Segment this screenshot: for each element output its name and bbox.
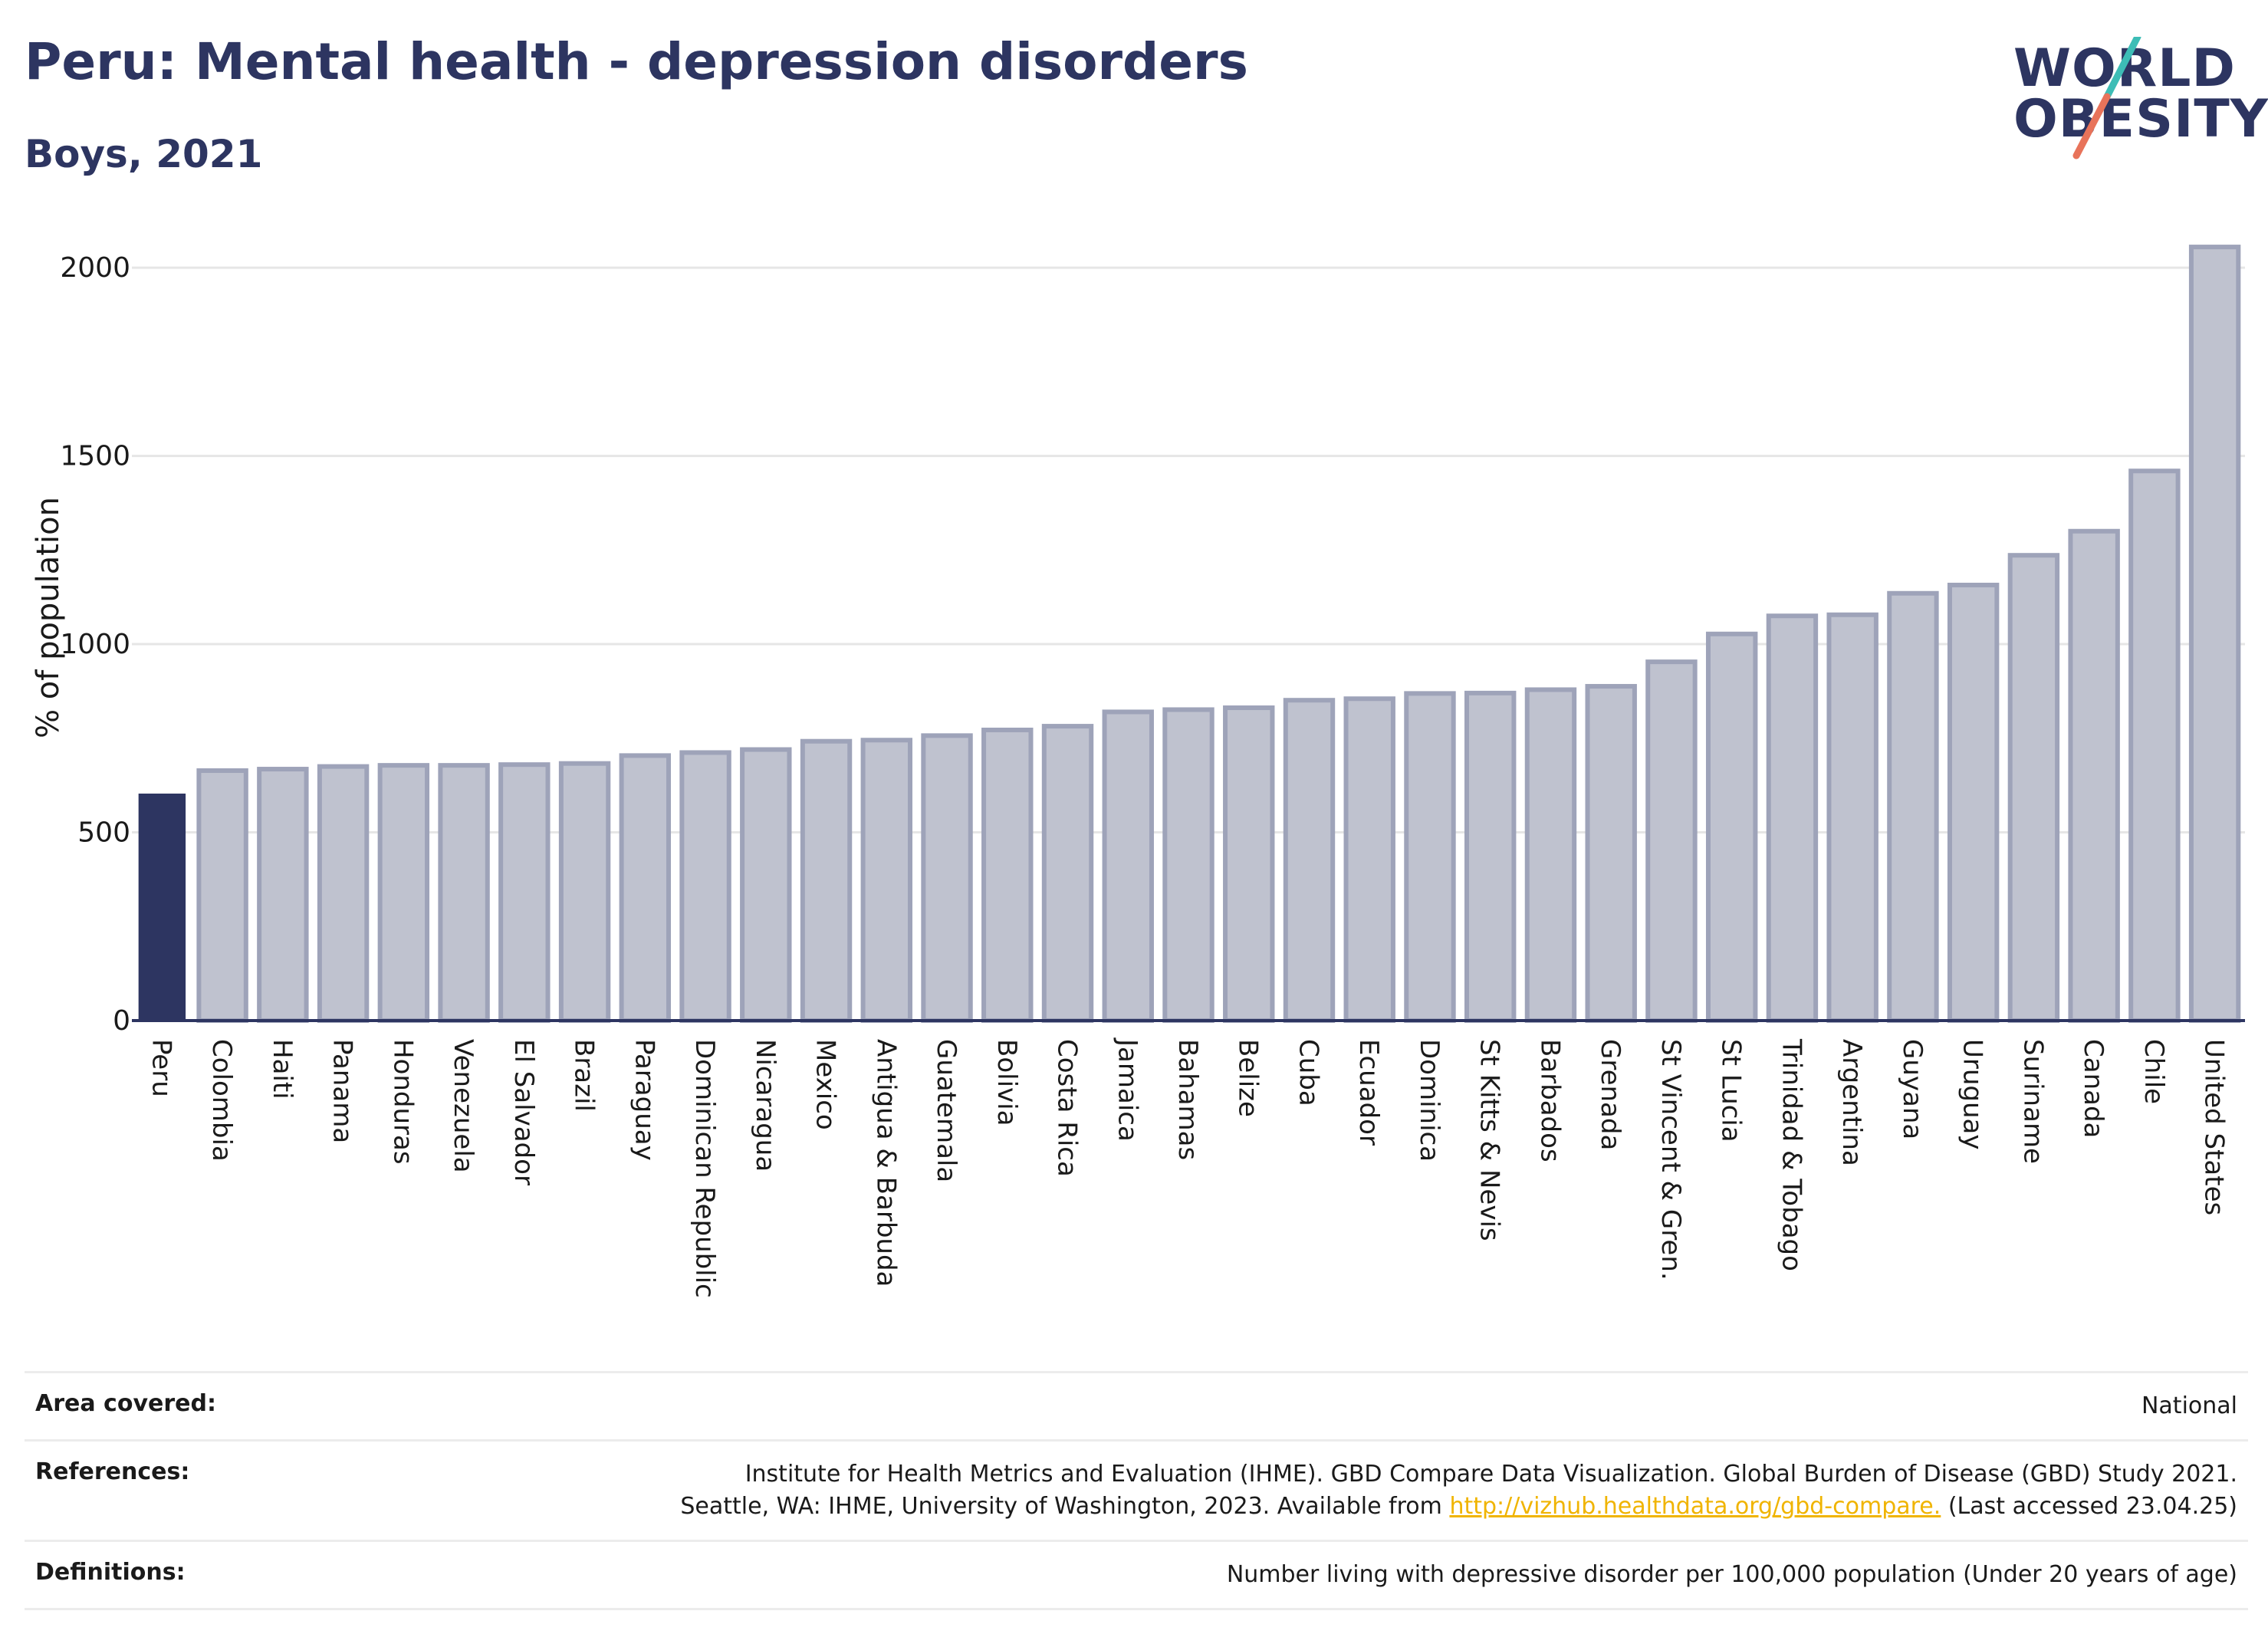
bar-chart: 0 500 1000 1500 2000 Peru Colombia Haiti Panama…	[31, 245, 2245, 1298]
references-link[interactable]: http://vizhub.healthdata.org/gbd-compare…	[1449, 1493, 1941, 1520]
x-tick-label-honduras: Honduras	[387, 1039, 418, 1165]
bar-jamaica	[1102, 709, 1154, 1024]
references-label: References:	[35, 1458, 190, 1485]
bar-el-salvador	[498, 762, 551, 1024]
references-line2-post: (Last accessed 23.04.25)	[1948, 1493, 2237, 1520]
bar-cuba	[1283, 698, 1336, 1023]
area-covered-row: Area covered: National	[25, 1371, 2248, 1439]
x-tick-label-el-salvador: El Salvador	[508, 1039, 539, 1185]
bar-dominican-republic	[679, 750, 731, 1023]
bar-dominica	[1404, 691, 1456, 1023]
bar-venezuela	[438, 763, 490, 1023]
x-tick-label-bolivia: Bolivia	[991, 1039, 1022, 1126]
bar-mexico	[800, 738, 853, 1023]
x-tick-label-grenada: Grenada	[1595, 1039, 1625, 1150]
y-tick-label-1: 500	[77, 817, 130, 849]
bar-bolivia	[981, 727, 1034, 1023]
x-tick-label-panama: Panama	[327, 1039, 358, 1143]
x-tick-label-guyana: Guyana	[1897, 1039, 1928, 1139]
bar-antigua-barbuda	[860, 738, 912, 1023]
x-tick-label-venezuela: Venezuela	[448, 1039, 478, 1173]
definitions-label: Definitions:	[35, 1559, 186, 1586]
x-tick-label-haiti: Haiti	[267, 1039, 297, 1100]
bar-grenada	[1585, 684, 1637, 1024]
area-covered-label: Area covered:	[35, 1390, 216, 1417]
bar-colombia	[196, 768, 248, 1023]
x-tick-label-antigua-barbuda: Antigua & Barbuda	[870, 1039, 901, 1287]
x-tick-label-nicaragua: Nicaragua	[750, 1039, 781, 1172]
bar-ecuador	[1343, 696, 1395, 1023]
y-tick-label-0: 0	[113, 1005, 130, 1037]
x-axis-labels: Peru Colombia Haiti Panama Honduras Venezuela…	[146, 1037, 2229, 1298]
bar-trinidad-tobago	[1766, 613, 1819, 1023]
x-tick-label-united-states: United States	[2199, 1039, 2230, 1215]
y-axis-title: % of population	[31, 497, 66, 738]
y-tick-label-3: 1500	[60, 441, 130, 472]
bar-nicaragua	[740, 747, 792, 1023]
bar-st-kitts-nevis	[1464, 690, 1517, 1023]
x-tick-label-canada: Canada	[2078, 1039, 2109, 1138]
x-tick-label-st-kitts-nevis: St Kitts & Nevis	[1474, 1039, 1505, 1241]
x-tick-label-costa-rica: Costa Rica	[1052, 1039, 1083, 1177]
x-tick-label-jamaica: Jamaica	[1112, 1037, 1142, 1142]
bars	[138, 245, 2241, 1024]
bar-st-vincent-gren-	[1645, 659, 1698, 1023]
y-axis-ticks: 0 500 1000 1500 2000	[60, 252, 130, 1037]
references-row: References: Institute for Health Metrics…	[25, 1439, 2248, 1540]
x-tick-label-barbados: Barbados	[1534, 1039, 1565, 1162]
definitions-row: Definitions: Number living with depressi…	[25, 1540, 2248, 1610]
bar-suriname	[2007, 553, 2060, 1023]
references-line2-pre: Seattle, WA: IHME, University of Washing…	[680, 1493, 1442, 1520]
x-tick-label-paraguay: Paraguay	[629, 1039, 659, 1161]
y-tick-label-2: 1000	[60, 629, 130, 660]
x-tick-label-dominica: Dominica	[1414, 1039, 1445, 1162]
bar-uruguay	[1947, 582, 2000, 1023]
x-tick-label-st-lucia: St Lucia	[1716, 1039, 1747, 1142]
logo-word-obesity: OBESITY	[2013, 89, 2268, 150]
bar-paraguay	[619, 753, 672, 1023]
bar-chile	[2128, 469, 2181, 1023]
world-obesity-logo: WORLD OBESITY	[2007, 37, 2268, 167]
chart-title: Peru: Mental health - depression disorde…	[25, 32, 1248, 91]
bar-panama	[317, 764, 370, 1023]
x-tick-label-dominican-republic: Dominican Republic	[689, 1039, 720, 1298]
x-tick-label-bahamas: Bahamas	[1172, 1039, 1203, 1160]
definitions-value: Number living with depressive disorder p…	[1226, 1561, 2237, 1588]
x-tick-label-colombia: Colombia	[206, 1039, 237, 1162]
bar-haiti	[257, 767, 309, 1023]
x-tick-label-argentina: Argentina	[1836, 1039, 1867, 1166]
x-tick-label-cuba: Cuba	[1293, 1039, 1323, 1106]
x-tick-label-st-vincent-gren-: St Vincent & Gren.	[1655, 1039, 1686, 1281]
references-value: Institute for Health Metrics and Evaluat…	[680, 1458, 2237, 1523]
x-tick-label-guatemala: Guatemala	[931, 1039, 961, 1182]
x-tick-label-trinidad-tobago: Trinidad & Tobago	[1776, 1038, 1806, 1271]
bar-argentina	[1826, 612, 1878, 1023]
bar-barbados	[1524, 687, 1577, 1024]
x-tick-label-chile: Chile	[2138, 1039, 2169, 1104]
bar-peru	[138, 793, 186, 1021]
bar-honduras	[377, 763, 430, 1023]
bar-bahamas	[1162, 707, 1215, 1023]
chart-footer: Area covered: National References: Insti…	[25, 1371, 2248, 1610]
bar-brazil	[558, 761, 611, 1023]
x-tick-label-belize: Belize	[1233, 1039, 1264, 1117]
bar-st-lucia	[1705, 631, 1758, 1024]
bar-costa-rica	[1041, 724, 1094, 1024]
bar-canada	[2068, 528, 2120, 1023]
references-line1: Institute for Health Metrics and Evaluat…	[744, 1461, 2237, 1488]
bar-guyana	[1887, 590, 1939, 1023]
area-covered-value: National	[2141, 1392, 2237, 1419]
bar-belize	[1223, 705, 1275, 1023]
bar-united-states	[2188, 245, 2241, 1024]
chart-subtitle: Boys, 2021	[25, 132, 263, 176]
x-tick-label-ecuador: Ecuador	[1353, 1039, 1384, 1146]
x-tick-label-brazil: Brazil	[569, 1039, 600, 1112]
x-tick-label-suriname: Suriname	[2017, 1039, 2048, 1164]
logo-slash-icon	[2072, 37, 2141, 159]
x-tick-label-peru: Peru	[146, 1039, 176, 1097]
x-tick-label-mexico: Mexico	[810, 1039, 841, 1130]
x-tick-label-uruguay: Uruguay	[1957, 1039, 1988, 1150]
y-tick-label-4: 2000	[60, 252, 130, 284]
bar-guatemala	[921, 733, 973, 1023]
